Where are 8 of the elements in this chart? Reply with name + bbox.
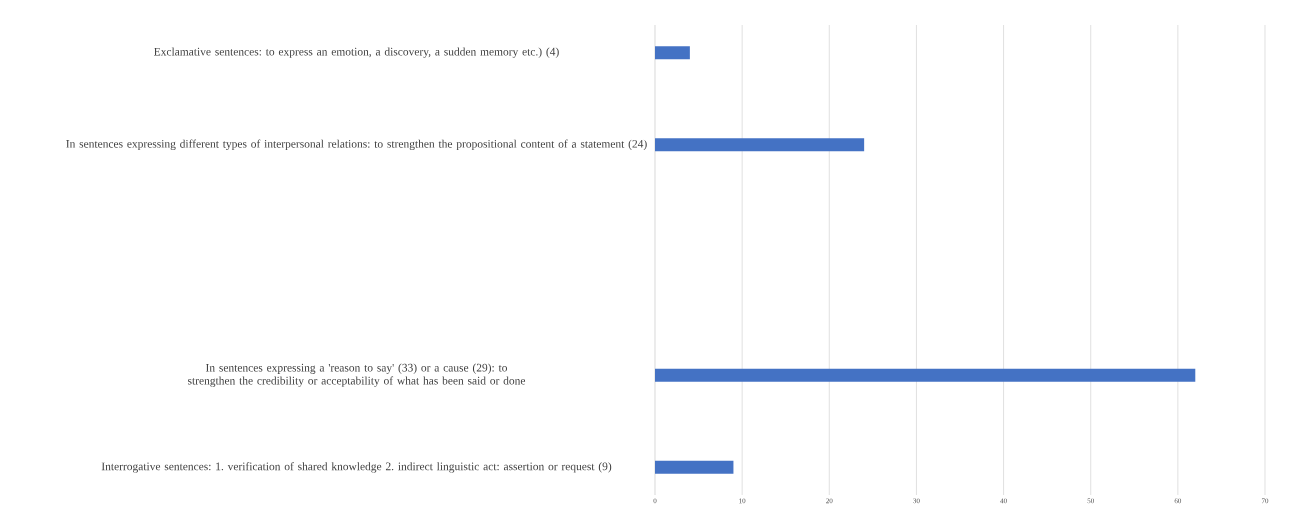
- bar: [655, 368, 1196, 382]
- bar: [655, 460, 734, 474]
- y-tick-label: Exclamative sentences: to express an emotion, a discovery, a sudden memory etc.) (4): [154, 47, 559, 58]
- y-tick-label: Interrogative sentences: 1. verification of shared knowledge 2. indirect linguistic act: assertion or request (9): [101, 462, 612, 473]
- bar: [655, 46, 690, 60]
- y-tick-label: In sentences expressing a 'reason to say' (33) or a cause (29): to strengthen the credibility or acceptability of what has been said or done: [188, 363, 526, 387]
- bar: [655, 138, 865, 152]
- y-tick-label: In sentences expressing different types of interpersonal relations: to strengthen the propositional content of a statement (24): [66, 139, 647, 151]
